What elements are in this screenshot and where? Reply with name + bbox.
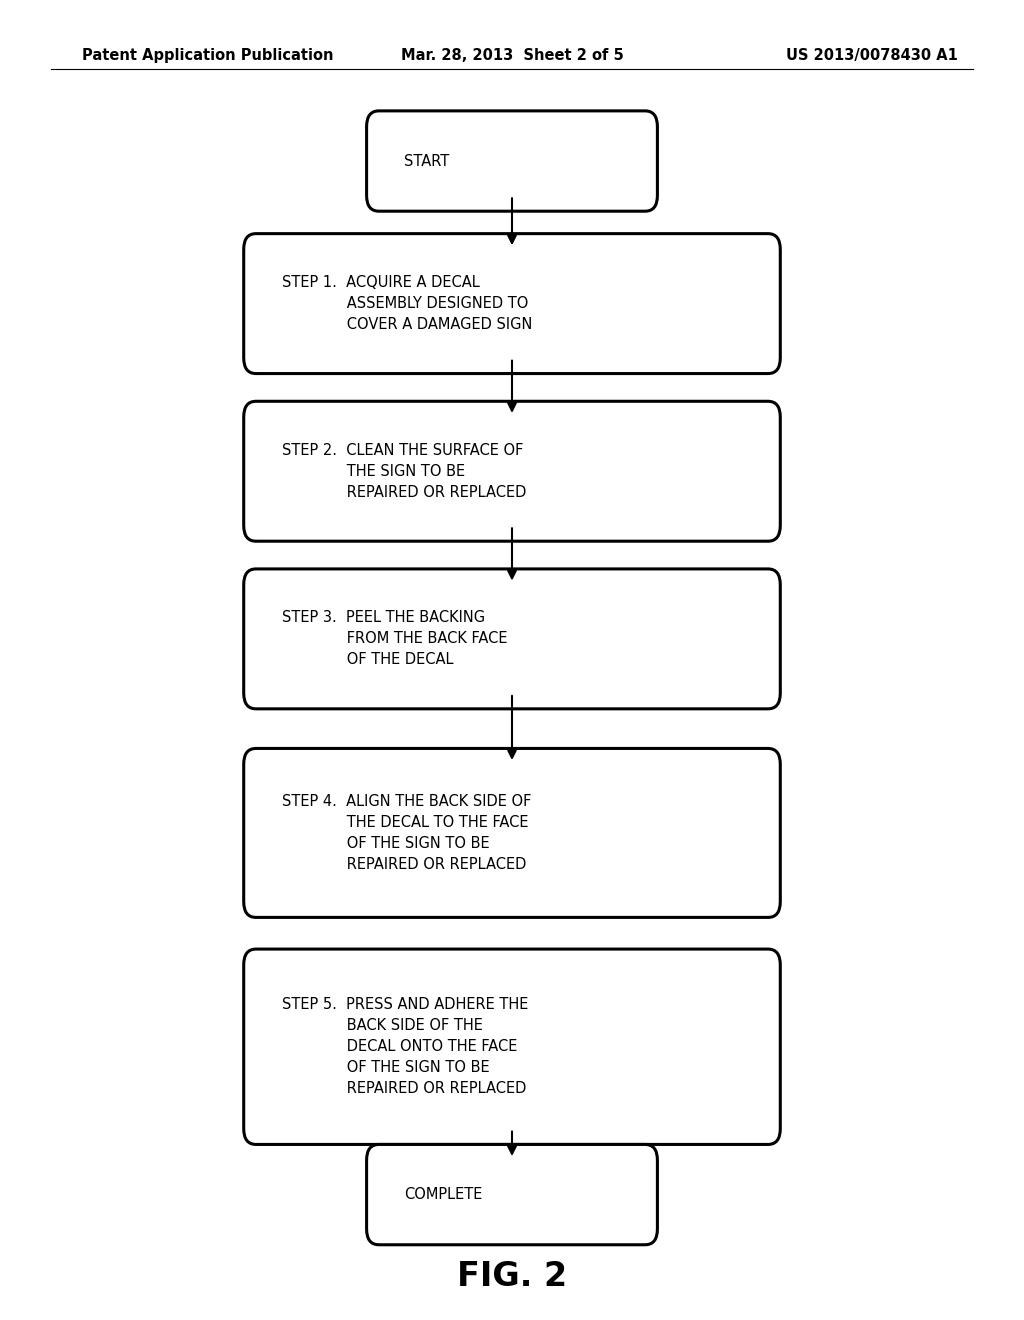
FancyBboxPatch shape xyxy=(244,569,780,709)
Text: COMPLETE: COMPLETE xyxy=(404,1187,483,1203)
Text: Mar. 28, 2013  Sheet 2 of 5: Mar. 28, 2013 Sheet 2 of 5 xyxy=(400,48,624,63)
FancyBboxPatch shape xyxy=(244,949,780,1144)
Text: STEP 4.  ALIGN THE BACK SIDE OF
              THE DECAL TO THE FACE
            : STEP 4. ALIGN THE BACK SIDE OF THE DECAL… xyxy=(282,793,531,873)
FancyBboxPatch shape xyxy=(367,111,657,211)
FancyBboxPatch shape xyxy=(367,1144,657,1245)
Text: US 2013/0078430 A1: US 2013/0078430 A1 xyxy=(785,48,957,63)
FancyBboxPatch shape xyxy=(244,234,780,374)
Text: Patent Application Publication: Patent Application Publication xyxy=(82,48,334,63)
FancyBboxPatch shape xyxy=(244,401,780,541)
Text: STEP 3.  PEEL THE BACKING
              FROM THE BACK FACE
              OF THE : STEP 3. PEEL THE BACKING FROM THE BACK F… xyxy=(282,610,507,668)
Text: STEP 1.  ACQUIRE A DECAL
              ASSEMBLY DESIGNED TO
              COVER : STEP 1. ACQUIRE A DECAL ASSEMBLY DESIGNE… xyxy=(282,275,532,333)
Text: STEP 2.  CLEAN THE SURFACE OF
              THE SIGN TO BE
              REPAIRE: STEP 2. CLEAN THE SURFACE OF THE SIGN TO… xyxy=(282,442,526,500)
Text: FIG. 2: FIG. 2 xyxy=(457,1259,567,1294)
FancyBboxPatch shape xyxy=(244,748,780,917)
Text: STEP 5.  PRESS AND ADHERE THE
              BACK SIDE OF THE
              DECAL: STEP 5. PRESS AND ADHERE THE BACK SIDE O… xyxy=(282,998,528,1096)
Text: START: START xyxy=(404,153,450,169)
